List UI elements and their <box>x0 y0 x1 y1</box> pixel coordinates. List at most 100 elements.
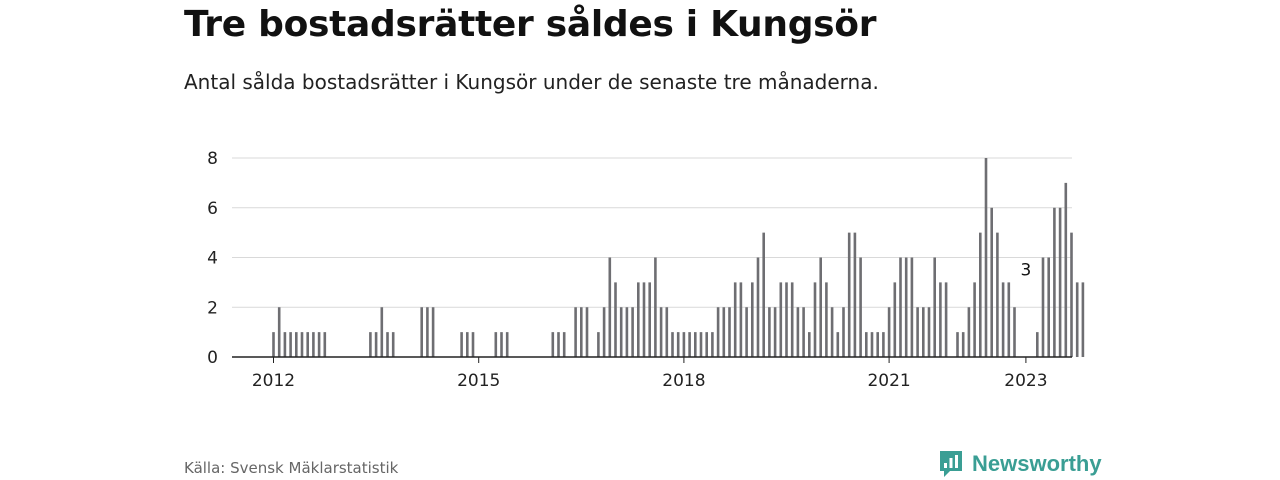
bar <box>956 332 959 358</box>
bar <box>277 307 281 357</box>
bar <box>694 332 697 358</box>
bar <box>779 282 783 358</box>
bar <box>1047 257 1050 357</box>
bar <box>1041 257 1045 357</box>
bar <box>870 332 874 358</box>
bar <box>979 232 982 358</box>
bar <box>671 332 674 358</box>
bar <box>283 332 287 358</box>
bar <box>847 232 851 358</box>
bar <box>916 307 919 357</box>
gridlines <box>232 157 1072 308</box>
newsworthy-logo-icon <box>940 451 962 477</box>
bar <box>460 332 463 358</box>
bar <box>813 282 817 358</box>
bar <box>887 307 891 357</box>
bar <box>625 307 629 357</box>
x-tick-label: 2015 <box>457 371 500 391</box>
bar <box>825 282 828 358</box>
bar <box>733 282 737 358</box>
bar <box>608 257 612 357</box>
bar <box>676 332 680 358</box>
bar <box>500 332 503 358</box>
x-tick-label: 2021 <box>867 371 910 391</box>
bar <box>705 332 708 358</box>
y-tick-label: 4 <box>207 249 218 269</box>
bar <box>665 307 669 357</box>
bar <box>842 307 845 357</box>
bar <box>1064 182 1068 358</box>
x-axis: 2012 2015 2018 2021 2023 <box>232 356 1072 391</box>
bar <box>557 332 560 358</box>
bar <box>272 332 275 358</box>
bar <box>597 332 600 358</box>
bar <box>882 332 885 358</box>
y-tick-label: 8 <box>207 149 218 169</box>
bar <box>386 332 389 358</box>
y-tick-label: 0 <box>207 348 218 368</box>
bar <box>1058 207 1062 357</box>
brand-logo[interactable]: Newsworthy <box>938 449 1102 479</box>
bar <box>762 232 765 358</box>
bar <box>904 257 908 357</box>
bar <box>323 332 327 358</box>
bar-chart: 0 2 4 6 8 2012 2015 2018 2021 2023 3 <box>207 149 1085 391</box>
bar <box>312 332 315 358</box>
bar <box>471 332 475 358</box>
bar <box>768 307 771 357</box>
chart-title: Tre bostadsrätter såldes i Kungsör <box>184 4 877 45</box>
bar <box>984 158 988 357</box>
bar <box>659 307 663 357</box>
bar <box>1036 332 1039 358</box>
bar <box>380 307 384 357</box>
bar <box>836 332 840 358</box>
bar <box>745 307 748 357</box>
bar <box>808 332 811 358</box>
bar <box>728 307 731 357</box>
bar <box>893 282 897 358</box>
bar <box>682 332 686 358</box>
bar <box>1081 282 1085 358</box>
bar <box>853 232 857 358</box>
bar <box>751 282 754 358</box>
bar <box>796 307 800 357</box>
bar <box>619 307 623 357</box>
bar <box>1053 207 1056 357</box>
bar <box>716 307 720 357</box>
bar <box>391 332 395 358</box>
y-axis-labels: 0 2 4 6 8 <box>207 149 218 368</box>
bar <box>300 332 304 358</box>
annotations: 3 <box>1020 260 1031 280</box>
bar <box>426 307 429 357</box>
y-tick-label: 2 <box>207 298 218 318</box>
bar <box>944 282 948 358</box>
brand-name: Newsworthy <box>972 451 1102 476</box>
bar <box>289 332 292 358</box>
bar <box>631 307 634 357</box>
bar <box>865 332 868 358</box>
bars <box>272 158 1085 358</box>
bar <box>551 332 555 358</box>
bar <box>773 307 777 357</box>
bar <box>756 257 760 357</box>
bar <box>574 307 577 357</box>
bar <box>637 282 640 358</box>
bar <box>1007 282 1011 358</box>
bar <box>910 257 914 357</box>
bar <box>939 282 942 358</box>
bar <box>927 307 931 357</box>
bar <box>996 232 999 358</box>
bar <box>739 282 743 358</box>
bar <box>1013 307 1016 357</box>
bar <box>420 307 423 357</box>
bar <box>876 332 879 358</box>
bar <box>785 282 788 358</box>
bar <box>562 332 566 358</box>
bar <box>374 332 378 358</box>
bar <box>317 332 321 358</box>
bar <box>922 307 925 357</box>
bar <box>642 282 646 358</box>
bar <box>790 282 794 358</box>
highlight-value-label: 3 <box>1020 260 1031 280</box>
bar <box>1001 282 1005 358</box>
